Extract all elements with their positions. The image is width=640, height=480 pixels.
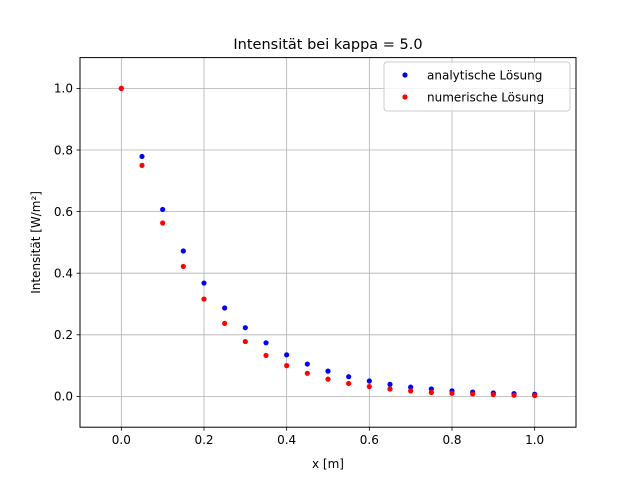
numeric-point xyxy=(346,380,352,387)
analytic-point xyxy=(160,206,166,213)
analytic-point xyxy=(201,280,207,286)
analytic-point xyxy=(346,374,352,380)
x-axis-label: x [m] xyxy=(312,457,344,471)
y-tick-label: 0.6 xyxy=(54,205,73,219)
plot-frame xyxy=(79,57,577,428)
axis-ticks: 0.0 0.2 0.4 0.6 0.8 1.0 0.0 0.2 0.4 0.6 0.8 1.0 xyxy=(54,82,544,448)
y-tick-label: 0.2 xyxy=(54,328,73,342)
x-tick-label: 0.6 xyxy=(360,433,379,447)
analytic-point xyxy=(222,305,228,311)
x-tick-label: 0.2 xyxy=(194,433,213,447)
y-tick-label: 0.4 xyxy=(54,267,73,281)
analytic-point xyxy=(408,384,414,390)
numeric-point xyxy=(160,220,166,226)
x-tick-label: 0.0 xyxy=(112,433,131,447)
legend: analytische Lösung numerische Lösung xyxy=(383,61,571,112)
legend-marker xyxy=(402,72,408,78)
y-tick-label: 0.8 xyxy=(54,143,73,157)
analytic-point xyxy=(242,325,248,331)
analytic-point xyxy=(366,378,372,384)
legend-label: numerische Lösung xyxy=(427,90,544,104)
numeric-point xyxy=(118,85,124,91)
chart-title: Intensität bei kappa = 5.0 xyxy=(233,37,422,53)
numeric-point xyxy=(449,390,455,396)
numeric-point xyxy=(180,263,186,270)
numeric-point xyxy=(304,370,310,376)
numeric-point xyxy=(222,320,228,327)
analytic-point xyxy=(325,368,331,374)
x-tick-label: 0.4 xyxy=(277,433,296,447)
analytic-point xyxy=(139,153,145,160)
numeric-point xyxy=(490,391,496,398)
numeric-point xyxy=(139,162,145,168)
analytic-point xyxy=(304,361,310,367)
x-tick-label: 0.8 xyxy=(442,433,461,447)
numeric-point xyxy=(284,363,290,369)
numeric-point xyxy=(325,376,331,382)
analytic-point xyxy=(284,352,290,358)
numeric-point xyxy=(408,388,414,394)
x-tick-label: 1.0 xyxy=(525,433,544,447)
data-points xyxy=(118,85,538,399)
y-tick-label: 1.0 xyxy=(54,82,73,96)
y-axis-label: Intensität [W/m²] xyxy=(29,191,43,294)
numeric-point xyxy=(242,338,248,345)
numeric-point xyxy=(511,392,517,398)
grid xyxy=(80,57,576,428)
numeric-point xyxy=(470,391,476,397)
numeric-point xyxy=(366,383,372,390)
analytic-point xyxy=(180,248,186,254)
analytic-point xyxy=(263,340,269,346)
analytic-point xyxy=(387,381,393,387)
numeric-point xyxy=(532,392,538,399)
legend-marker xyxy=(402,94,408,100)
numeric-point xyxy=(428,389,434,395)
legend-label: analytische Lösung xyxy=(427,68,542,82)
numeric-point xyxy=(263,352,269,359)
legend-frame xyxy=(383,61,571,112)
numeric-point xyxy=(201,296,207,302)
y-tick-label: 0.0 xyxy=(54,390,73,404)
numeric-point xyxy=(387,386,393,392)
